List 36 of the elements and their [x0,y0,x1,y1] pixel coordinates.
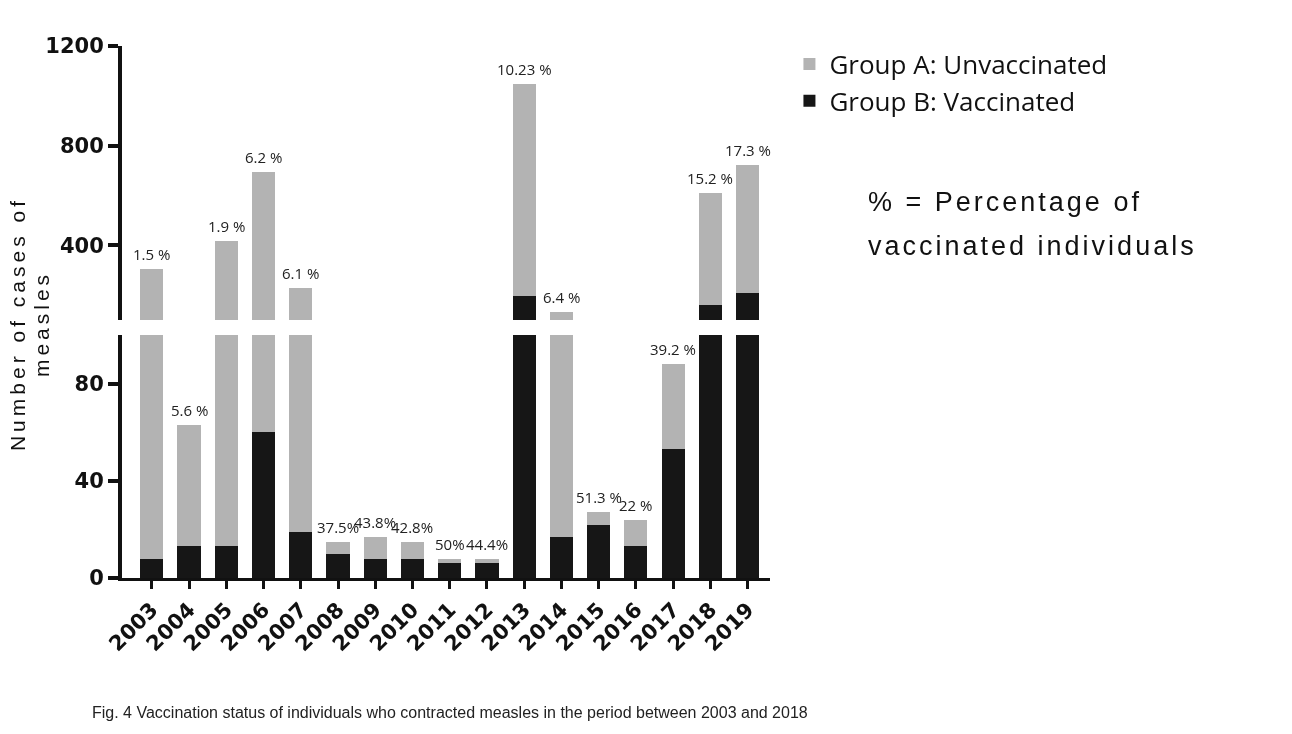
legend-label: Group B: Vaccinated [829,82,1076,119]
bar [251,335,276,433]
annotation: 6.2 % [245,147,283,167]
annotation: 50% [435,534,465,554]
bar [363,536,387,559]
y-tick-label: 1200 [45,34,104,59]
bar [624,519,648,547]
bar [661,364,685,450]
annotation: 10.23 % [497,59,552,79]
annotation: 1.5 % [133,244,171,264]
annotation: 1.9 % [208,216,246,236]
legend-label: Group A: Unvaccinated [829,46,1108,83]
y-tick-label: 400 [59,233,104,258]
text: % = Percentage of vaccinated individuals [868,186,1198,263]
y-tick-label: 40 [74,469,104,494]
bar [400,541,425,559]
y-axis-title: Number of cases of measles [6,195,54,454]
bar [326,541,350,554]
annotation: 17.3 % [725,140,771,160]
annotation: 5.6 % [171,400,209,420]
annotation: 39.2 % [650,339,696,359]
bar [587,512,611,525]
annotation: 6.4 % [543,287,581,307]
y-tick-label: 800 [59,133,104,158]
bar [177,424,201,547]
annotation: 15.2 % [687,168,733,188]
annotation: 44.4% [466,534,509,554]
bar [549,335,573,537]
bar [289,335,313,532]
annotation: 6.1 % [282,263,320,283]
bar [214,335,238,547]
y-tick-label: 80 [74,371,104,396]
y-tick-label: 0 [89,566,104,591]
annotation: 51.3 % [576,487,622,507]
caption: Fig. 4 Vaccination status of individuals who contracted measles in the period between 2003 and 2018 [92,704,809,722]
bar [140,335,164,559]
